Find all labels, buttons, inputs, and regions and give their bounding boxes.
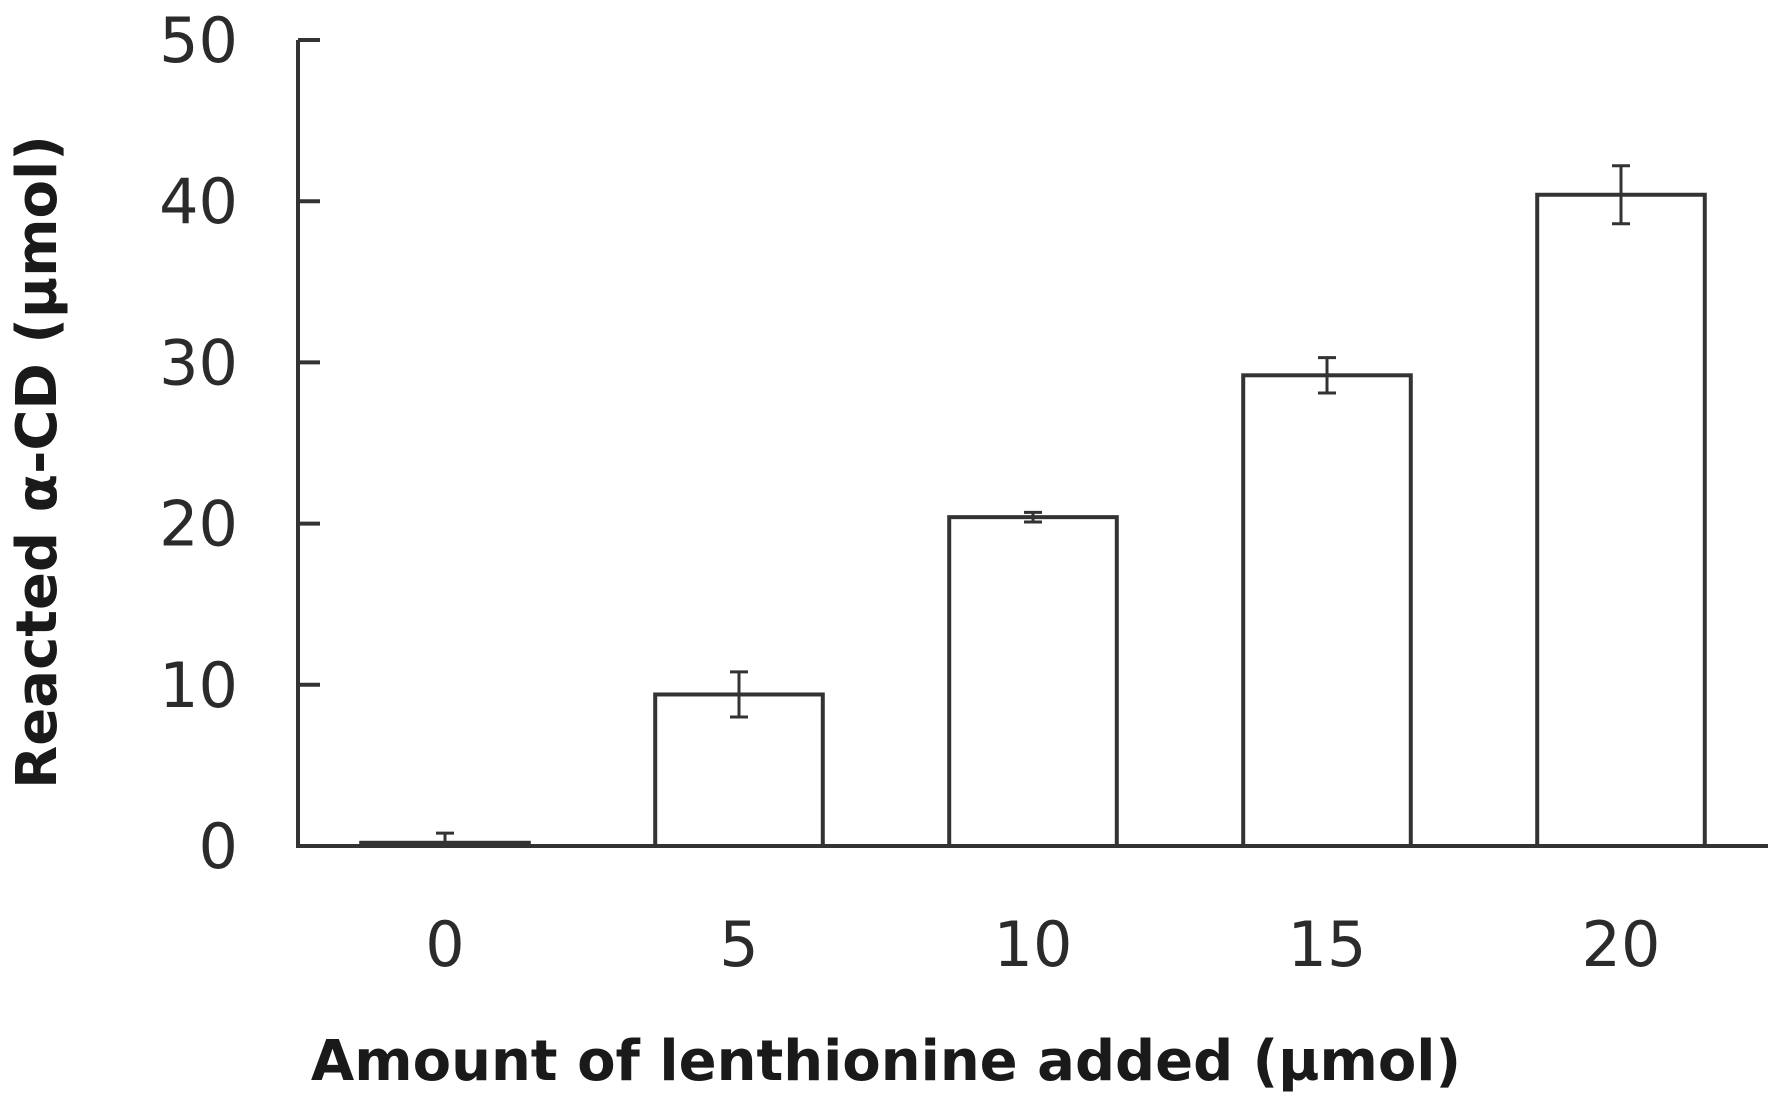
- y-tick-label: 40: [159, 165, 238, 238]
- y-tick-label: 10: [159, 649, 238, 722]
- y-axis-ticks: 0 10 20 30 40 50: [159, 4, 320, 883]
- error-bar-5: [730, 670, 748, 719]
- error-bar-15: [1318, 356, 1336, 395]
- x-tick-label: 0: [425, 908, 464, 981]
- y-axis-title: Reacted α-CD (µmol): [5, 135, 70, 789]
- bar-15: [1241, 373, 1413, 848]
- error-bar-10: [1024, 510, 1042, 524]
- x-tick-label: 5: [719, 908, 758, 981]
- y-tick-label: 20: [159, 488, 238, 561]
- y-tick-label: 0: [199, 810, 238, 883]
- plot-area: 0 10 20 30 40 50 0 5 10 15 20: [159, 4, 1768, 981]
- error-bars: [436, 164, 1630, 848]
- bars: [359, 192, 1707, 849]
- x-tick-label: 15: [1288, 908, 1367, 981]
- error-bar-0: [436, 831, 454, 848]
- y-tick-label: 50: [159, 4, 238, 77]
- bar-20: [1535, 192, 1707, 848]
- error-bar-20: [1612, 164, 1630, 226]
- x-tick-label: 20: [1582, 908, 1661, 981]
- bar-10: [947, 515, 1119, 848]
- y-tick-label: 30: [159, 326, 238, 399]
- x-axis-title: Amount of lenthionine added (µmol): [311, 1029, 1461, 1094]
- x-tick-label: 10: [994, 908, 1073, 981]
- x-axis-tick-labels: 0 5 10 15 20: [425, 908, 1660, 981]
